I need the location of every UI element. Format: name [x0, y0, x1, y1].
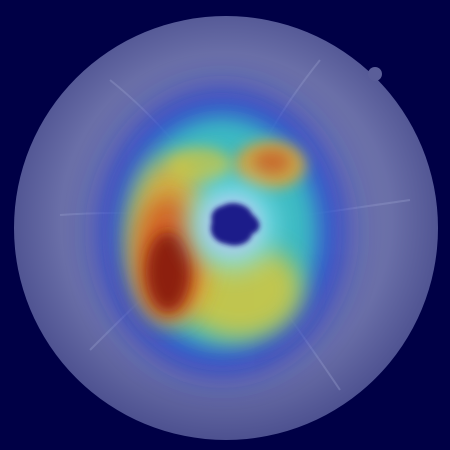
optic-disc [210, 203, 260, 246]
fundus-edge-notch [368, 67, 382, 81]
